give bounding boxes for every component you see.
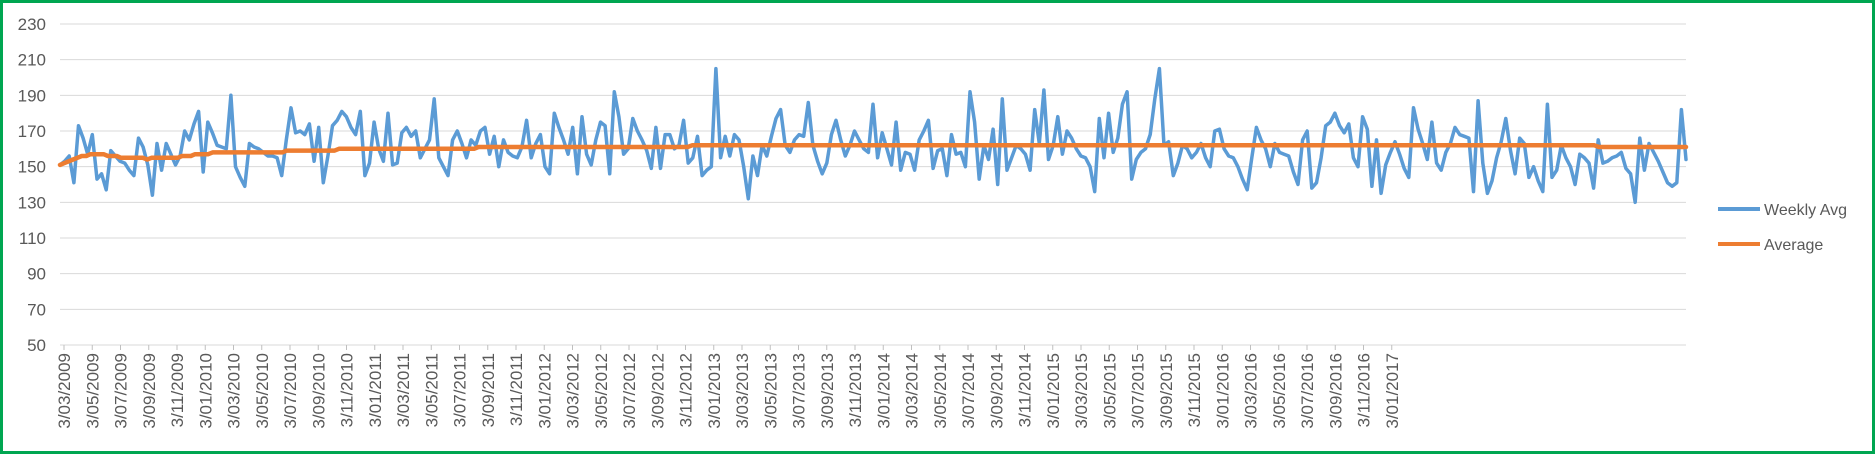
series-line-weekly-avg (58, 66, 1688, 205)
x-axis-ticks: 3/03/2009 3/05/2009 3/07/2009 3/09/2009 3/11… (55, 345, 1402, 429)
x-tick-label: 3/05/2010 (253, 353, 272, 429)
x-tick-label: 3/09/2009 (140, 353, 159, 429)
x-tick-label: 3/01/2013 (705, 353, 724, 429)
x-tick-label: 3/09/2012 (648, 353, 667, 429)
legend: Weekly Avg Average (1718, 202, 1847, 254)
legend-label: Weekly Avg (1764, 202, 1847, 219)
legend-label: Average (1764, 237, 1823, 254)
x-tick-label: 3/07/2012 (620, 353, 639, 429)
x-tick-label: 3/09/2013 (818, 353, 837, 429)
x-tick-label: 3/07/2010 (281, 353, 300, 429)
y-tick-label: 230 (18, 15, 46, 34)
x-tick-label: 3/11/2015 (1185, 353, 1204, 427)
x-tick-label: 3/09/2014 (987, 353, 1006, 429)
y-axis-ticks: 50 70 90 110 130 150 170 190 210 230 (18, 15, 46, 355)
y-tick-label: 90 (27, 265, 46, 284)
x-tick-label: 3/11/2016 (1355, 353, 1374, 427)
x-tick-label: 3/07/2014 (959, 353, 978, 429)
x-tick-label: 3/07/2016 (1298, 353, 1317, 429)
series-lines (57, 66, 1689, 205)
x-tick-label: 3/05/2013 (761, 353, 780, 429)
x-tick-label: 3/05/2014 (931, 353, 950, 429)
y-tick-label: 190 (18, 86, 46, 105)
series-line-average (57, 143, 1689, 168)
x-tick-label: 3/01/2016 (1213, 353, 1232, 429)
x-tick-label: 3/03/2014 (903, 353, 922, 429)
x-tick-label: 3/03/2012 (564, 353, 583, 429)
x-tick-label: 3/11/2013 (846, 353, 865, 427)
x-tick-label: 3/05/2011 (422, 353, 441, 427)
x-tick-label: 3/01/2015 (1044, 353, 1063, 429)
y-tick-label: 110 (19, 229, 46, 248)
x-tick-label: 3/09/2016 (1326, 353, 1345, 429)
y-tick-label: 130 (18, 193, 46, 212)
y-tick-label: 210 (18, 51, 46, 70)
x-tick-label: 3/09/2010 (309, 353, 328, 429)
x-tick-label: 3/05/2016 (1270, 353, 1289, 429)
x-tick-label: 3/09/2015 (1157, 353, 1176, 429)
x-tick-label: 3/01/2010 (196, 353, 215, 429)
x-tick-label: 3/11/2010 (338, 353, 357, 427)
x-tick-label: 3/07/2013 (790, 353, 809, 429)
x-tick-label: 3/11/2011 (507, 353, 526, 426)
x-tick-label: 3/03/2010 (225, 353, 244, 429)
x-tick-label: 3/11/2014 (1016, 353, 1035, 427)
x-tick-label: 3/03/2009 (55, 353, 74, 429)
x-tick-label: 3/05/2015 (1100, 353, 1119, 429)
x-tick-label: 3/03/2015 (1072, 353, 1091, 429)
x-tick-label: 3/11/2012 (677, 353, 696, 427)
x-tick-label: 3/01/2011 (366, 353, 385, 427)
x-tick-label: 3/07/2011 (451, 353, 470, 427)
x-tick-label: 3/07/2015 (1129, 353, 1148, 429)
x-tick-label: 3/01/2017 (1383, 353, 1402, 429)
gridlines (60, 23, 1686, 346)
x-tick-label: 3/11/2009 (168, 353, 187, 427)
x-tick-label: 3/07/2009 (112, 353, 131, 429)
x-tick-label: 3/05/2012 (592, 353, 611, 429)
x-tick-label: 3/03/2016 (1242, 353, 1261, 429)
x-tick-label: 3/01/2012 (535, 353, 554, 429)
x-tick-label: 3/05/2009 (83, 353, 102, 429)
y-tick-label: 70 (27, 300, 46, 319)
x-tick-label: 3/03/2011 (394, 353, 413, 427)
x-tick-label: 3/09/2011 (479, 353, 498, 427)
y-tick-label: 50 (27, 336, 46, 355)
y-tick-label: 150 (18, 158, 46, 177)
y-tick-label: 170 (18, 122, 46, 141)
x-tick-label: 3/03/2013 (733, 353, 752, 429)
x-tick-label: 3/01/2014 (874, 353, 893, 429)
